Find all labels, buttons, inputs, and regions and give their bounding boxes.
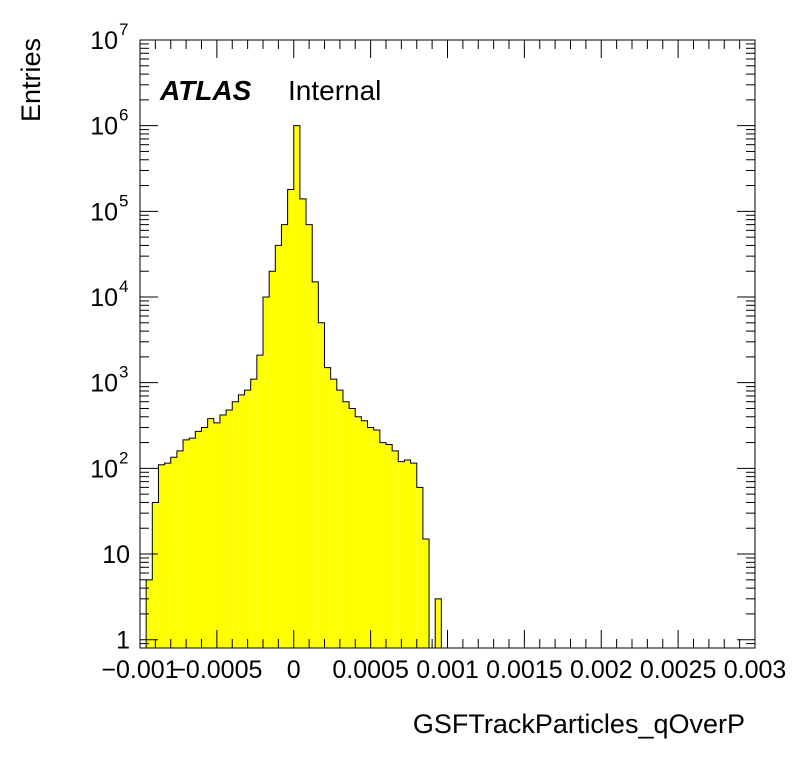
histogram-bar: [250, 379, 257, 648]
histogram-bar: [410, 463, 417, 648]
y-axis-title: Entries: [16, 38, 46, 122]
x-tick-label: 0.0025: [640, 656, 716, 684]
x-axis-title: GSFTrackParticles_qOverP: [413, 709, 745, 739]
histogram-bar: [275, 245, 282, 648]
y-tick-label: 1: [116, 627, 130, 655]
histogram-bar: [293, 125, 300, 649]
y-tick-exponent: 4: [119, 277, 128, 296]
y-tick-label: 10: [90, 113, 118, 141]
histogram-bar: [422, 538, 430, 648]
histogram-bar: [189, 438, 196, 648]
histogram-bar: [398, 461, 405, 648]
y-tick-label: 10: [90, 27, 118, 55]
histogram-bar: [263, 297, 270, 648]
histogram-bar: [213, 422, 220, 648]
histogram-bar: [392, 450, 399, 648]
y-tick-exponent: 5: [119, 191, 128, 210]
x-tick-label: −0.0005: [171, 656, 262, 684]
x-axis-tick-labels: −0.001−0.0005 0 0.0005 0.001 0.0015 0.002 0.00…: [101, 656, 786, 684]
histogram-bar: [244, 390, 251, 648]
internal-label: Internal: [288, 75, 381, 106]
histogram-bar: [324, 367, 331, 648]
histogram-bar: [201, 427, 208, 648]
histogram-bar: [386, 444, 393, 648]
y-tick-label: 10: [90, 455, 118, 483]
histogram-bar: [219, 414, 227, 648]
histogram-bar: [238, 394, 245, 648]
histogram-bar: [379, 442, 386, 648]
x-tick-label: 0.003: [724, 656, 787, 684]
histogram-bar: [195, 431, 202, 648]
x-tick-label: 0.0005: [332, 656, 408, 684]
histogram-bar: [170, 457, 177, 648]
atlas-label: ATLAS: [159, 75, 252, 106]
histogram-outline: [145, 125, 442, 649]
histogram-bar: [158, 464, 165, 648]
histogram-bar: [176, 450, 184, 648]
histogram-bar: [349, 408, 356, 648]
histogram-bar: [281, 224, 288, 648]
y-tick-label: 10: [90, 370, 118, 398]
histogram-bar: [183, 439, 190, 648]
histogram-bars: [145, 125, 442, 649]
histogram-bar: [367, 427, 374, 648]
y-tick-label: 10: [102, 541, 130, 569]
y-tick-exponent: 6: [119, 106, 128, 125]
histogram-bar: [404, 460, 411, 648]
y-tick-label: 10: [90, 198, 118, 226]
histogram-bar: [355, 416, 362, 648]
x-tick-label: 0.0015: [486, 656, 562, 684]
histogram-bar: [373, 430, 380, 648]
histogram-bar: [232, 401, 239, 648]
histogram-bar: [416, 487, 423, 648]
histogram-bar: [330, 379, 337, 648]
y-tick-exponent: 7: [119, 20, 128, 39]
histogram-bar: [269, 271, 276, 648]
histogram-bar: [256, 355, 263, 648]
histogram-bar: [361, 420, 368, 648]
histogram-bar: [318, 322, 325, 648]
x-tick-label: 0: [287, 656, 301, 684]
histogram-bar: [342, 401, 350, 648]
histogram-bar: [299, 198, 307, 648]
x-axis-ticks: [139, 40, 756, 648]
y-tick-exponent: 2: [119, 448, 128, 467]
histogram-bar: [152, 502, 159, 648]
y-tick-label: 10: [90, 284, 118, 312]
histogram-bar: [287, 189, 294, 648]
histogram-bar: [336, 390, 343, 648]
histogram-bar: [164, 463, 171, 648]
histogram-bar: [312, 281, 319, 648]
x-tick-label: 0.002: [570, 656, 633, 684]
x-tick-label: −0.001: [101, 656, 178, 684]
histogram-bar: [207, 418, 214, 648]
y-tick-exponent: 3: [119, 363, 128, 382]
histogram-bar: [226, 409, 233, 648]
histogram-bar: [435, 598, 442, 648]
x-tick-label: 0.001: [416, 656, 479, 684]
histogram-bar: [306, 224, 313, 648]
histogram-bar: [146, 579, 153, 648]
y-axis-ticks: [140, 39, 755, 649]
